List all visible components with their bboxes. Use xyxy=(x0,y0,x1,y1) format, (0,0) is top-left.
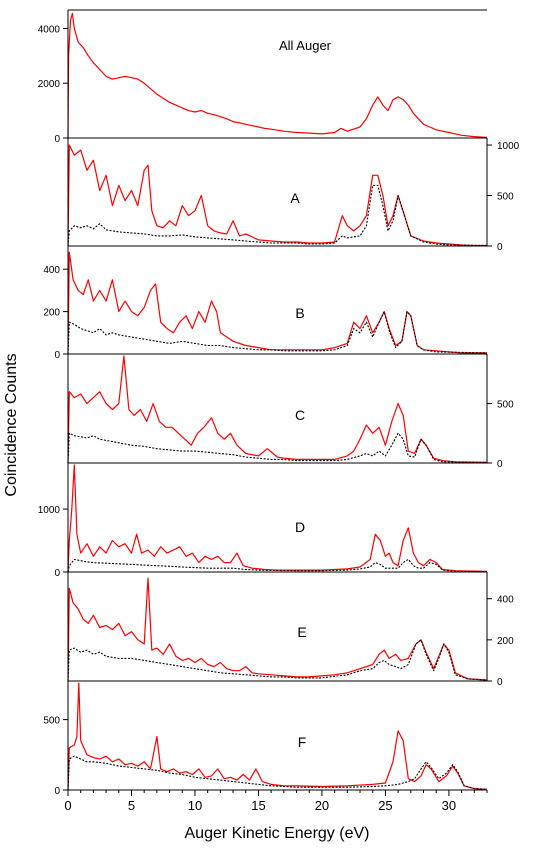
panel-C-y-tick-label: 0 xyxy=(497,459,503,470)
panel-F-series-black xyxy=(67,755,488,791)
panel-D-series-red xyxy=(67,464,488,573)
panel-D-label: D xyxy=(295,519,305,535)
x-tick-label: 20 xyxy=(315,798,329,813)
x-tick-label: 30 xyxy=(442,798,456,813)
panel-D-y-tick-label: 1000 xyxy=(38,505,61,516)
panel-A: 0 500 1000 A xyxy=(67,138,520,253)
panel-all-label: All Auger xyxy=(279,38,332,53)
panel-C-series-red xyxy=(67,355,488,464)
panel-F-y-tick-label: 500 xyxy=(43,716,60,727)
x-tick-label: 0 xyxy=(64,798,71,813)
panel-A-label: A xyxy=(290,190,300,206)
x-tick-label: 5 xyxy=(128,798,135,813)
panel-E-y-tick-label: 200 xyxy=(497,636,514,647)
panel-D-y-tick-label: 0 xyxy=(54,568,60,579)
x-tick-label: 15 xyxy=(251,798,265,813)
panel-all: 0 2000 4000 All Auger xyxy=(38,10,488,145)
panel-F: 0 500 F xyxy=(43,681,488,797)
panel-F-label: F xyxy=(298,734,307,750)
panel-B-label: B xyxy=(295,305,304,321)
panel-A-series-black xyxy=(67,184,488,247)
panel-A-y-tick-label: 0 xyxy=(497,242,503,253)
panel-E-y-tick-label: 400 xyxy=(497,595,514,606)
panel-B: 0 200 400 B xyxy=(43,246,488,361)
panel-B-y-tick-label: 400 xyxy=(43,265,60,276)
panel-F-y-tick-label: 0 xyxy=(54,786,60,797)
panel-B-y-tick-label: 200 xyxy=(43,308,60,319)
panel-D-series-black xyxy=(67,558,488,573)
panel-B-y-tick-label: 0 xyxy=(54,350,60,361)
panel-all-y-tick-label: 4000 xyxy=(38,24,61,35)
panel-E-y-tick-label: 0 xyxy=(497,677,503,688)
panel-A-y-tick-label: 500 xyxy=(497,192,514,203)
panel-B-series-black xyxy=(67,311,488,355)
panel-B-series-red xyxy=(67,251,487,355)
panel-E-label: E xyxy=(297,624,306,640)
panel-all-y-tick-label: 0 xyxy=(54,134,60,145)
panel-C-label: C xyxy=(295,407,305,423)
panel-E: 0 200 400 E xyxy=(67,572,514,688)
y-axis-label: Coincidence Counts xyxy=(3,353,20,496)
panel-C: 0 500 C xyxy=(67,354,514,470)
panel-A-y-tick-label: 1000 xyxy=(497,141,520,152)
panel-A-series-red xyxy=(67,144,487,247)
x-tick-label: 10 xyxy=(188,798,202,813)
panel-all-series-red xyxy=(67,12,488,139)
panel-E-series-red xyxy=(67,577,488,682)
panel-F-series-red xyxy=(67,682,488,791)
panel-all-y-tick-label: 2000 xyxy=(38,79,61,90)
panel-D: 0 1000 D xyxy=(38,463,488,579)
x-axis-label: Auger Kinetic Energy (eV) xyxy=(185,825,370,842)
panel-C-y-tick-label: 500 xyxy=(497,400,514,411)
x-tick-label: 25 xyxy=(378,798,392,813)
panel-E-series-black xyxy=(67,639,488,682)
panel-C-series-black xyxy=(67,432,488,464)
